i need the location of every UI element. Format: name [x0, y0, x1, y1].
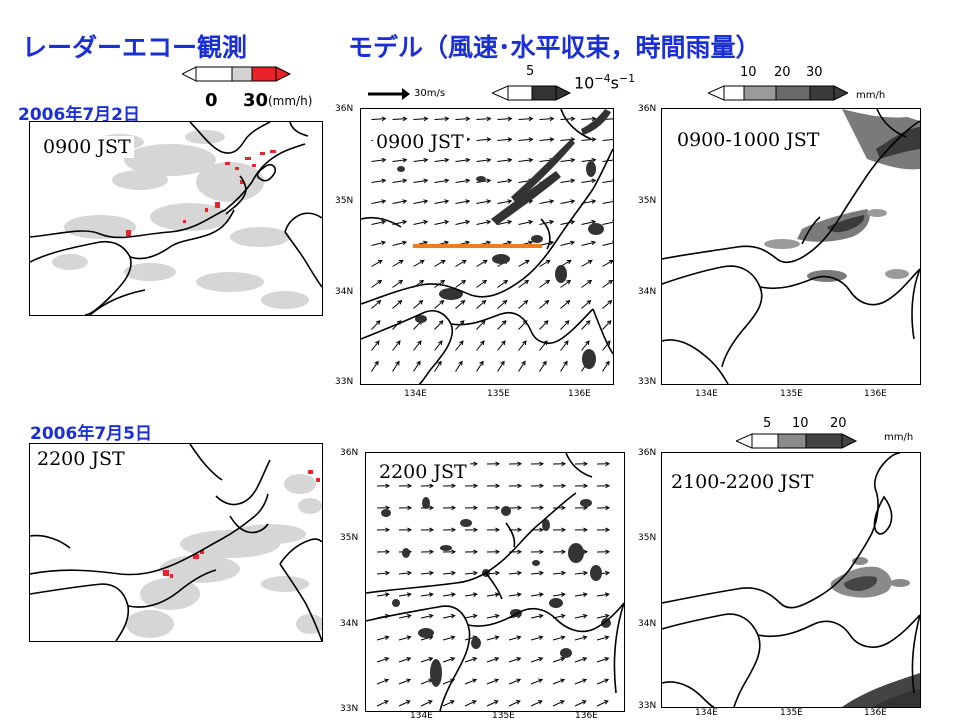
rain2-lon-134: 134E — [695, 708, 718, 718]
model-rain-panel-2100-2200: 2100-2200 JST — [661, 452, 921, 708]
rain-legend-top — [708, 84, 848, 106]
rain1-lat-33: 33N — [638, 377, 656, 387]
wind-vector — [435, 301, 444, 309]
rain-legend-bottom-5: 5 — [763, 416, 771, 431]
model1-lat-33: 33N — [335, 377, 353, 387]
model1-lon-136: 136E — [568, 389, 591, 399]
rain-time-0900-1000: 0900-1000 JST — [674, 129, 822, 151]
model2-lat-33: 33N — [340, 704, 358, 714]
wind-vector — [603, 180, 614, 182]
wind-reference-arrow-icon — [366, 86, 410, 106]
wind-vector — [540, 321, 548, 330]
rain2-lat-33: 33N — [638, 701, 656, 711]
rain2-lon-136: 136E — [864, 708, 887, 718]
rain-legend-bottom-unit: mm/h — [884, 432, 913, 443]
wind-vector — [603, 321, 611, 330]
radar-legend-min: 0 — [205, 90, 218, 111]
rain-legend-bottom — [736, 432, 860, 454]
model2-lat-35: 35N — [340, 533, 358, 543]
wind-vector — [582, 321, 590, 330]
model-time-2200: 2200 JST — [376, 461, 470, 483]
wind-vector — [603, 201, 614, 204]
model1-lat-34: 34N — [335, 287, 353, 297]
wind-vector — [372, 321, 380, 330]
rain2-lat-34: 34N — [638, 619, 656, 629]
model2-lat-36: 36N — [340, 448, 358, 458]
rain1-lat-35: 35N — [638, 196, 656, 206]
model-title: モデル（風速･水平収束，時間雨量） — [348, 28, 761, 64]
date-second: 2006年7月5日 — [30, 419, 152, 444]
rain-legend-bottom-10: 10 — [792, 416, 809, 431]
model1-lon-134: 134E — [404, 389, 427, 399]
radar-color-legend — [182, 66, 294, 86]
model-wind-panel-2200: 2200 JST — [365, 452, 625, 712]
rain-legend-top-10: 10 — [740, 65, 757, 80]
rain-time-2100-2200: 2100-2200 JST — [668, 471, 816, 493]
wind-vector — [582, 301, 591, 309]
rain-legend-top-30: 30 — [806, 65, 823, 80]
rain2-lat-35: 35N — [638, 533, 656, 543]
rain1-lat-36: 36N — [638, 104, 656, 114]
wind-vector — [498, 301, 507, 309]
wind-vector — [519, 301, 528, 309]
rain-legend-bottom-20: 20 — [830, 416, 847, 431]
rain1-lon-135: 135E — [780, 389, 803, 399]
radar-observation-title: レーダーエコー観測 — [22, 28, 247, 64]
wind-vector — [456, 301, 465, 309]
radar-time-2200: 2200 JST — [34, 448, 128, 470]
wind-vector — [372, 301, 381, 309]
wind-vector — [603, 242, 614, 245]
radar-panel-2200: 2200 JST — [29, 443, 323, 642]
model1-lat-35: 35N — [335, 196, 353, 206]
model-time-0900: 0900 JST — [373, 131, 467, 153]
model2-lat-34: 34N — [340, 619, 358, 629]
wind-vector — [498, 321, 506, 330]
wind-reference-label: 30m/s — [414, 88, 445, 99]
rain-legend-top-unit: mm/h — [856, 90, 885, 101]
model1-lon-135: 135E — [487, 389, 510, 399]
radar-legend-max: 30 — [243, 90, 268, 111]
radar-time-0900: 0900 JST — [40, 136, 134, 158]
convergence-legend — [492, 84, 572, 106]
convergence-unit: 10−4s−1 — [574, 72, 635, 92]
wind-vector — [561, 301, 570, 309]
radar-panel-0900: 0900 JST — [29, 121, 323, 316]
wind-vector — [540, 301, 549, 309]
rain1-lon-136: 136E — [864, 389, 887, 399]
wind-vector — [435, 321, 443, 330]
wind-vector — [603, 222, 614, 225]
rain-legend-top-20: 20 — [774, 65, 791, 80]
radar-legend-unit: (mm/h) — [268, 94, 312, 108]
model-rain-panel-0900-1000: 0900-1000 JST — [661, 108, 921, 385]
rain2-lon-135: 135E — [780, 708, 803, 718]
rain1-lat-34: 34N — [638, 287, 656, 297]
model1-lat-36: 36N — [335, 104, 353, 114]
wind-vector — [603, 139, 614, 140]
rain2-lat-36: 36N — [638, 448, 656, 458]
rain1-lon-134: 134E — [695, 389, 718, 399]
wind-vector — [477, 301, 486, 309]
wind-vector — [603, 301, 612, 309]
wind-vector — [561, 321, 569, 330]
convergence-legend-value: 5 — [526, 64, 534, 79]
model-wind-panel-0900: 0900 JST — [360, 108, 614, 385]
wind-vector — [414, 301, 423, 309]
wind-vector — [393, 301, 402, 309]
